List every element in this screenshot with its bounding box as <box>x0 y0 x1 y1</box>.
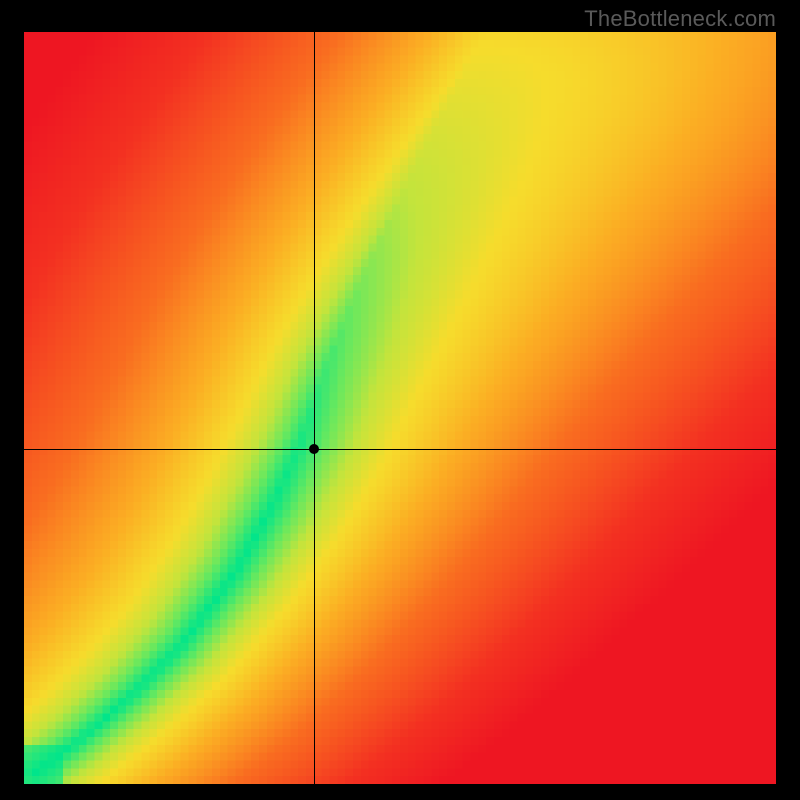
watermark-text: TheBottleneck.com <box>584 6 776 32</box>
crosshair-horizontal <box>24 449 776 450</box>
crosshair-marker <box>309 444 319 454</box>
bottleneck-heatmap <box>24 32 776 784</box>
crosshair-vertical <box>314 32 315 784</box>
